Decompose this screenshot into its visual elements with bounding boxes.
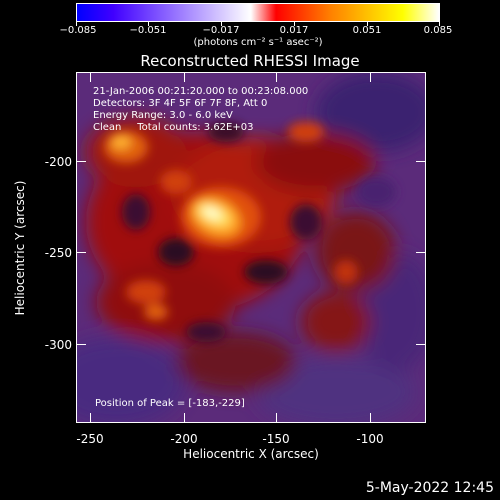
x-tick-label: -150 (262, 432, 290, 446)
info-detectors: Detectors: 3F 4F 5F 6F 7F 8F, Att 0 (93, 98, 268, 109)
x-tick-label: -250 (76, 432, 104, 446)
colorbar-tick (148, 22, 149, 26)
info-method-counts: Clean Total counts: 3.62E+03 (93, 122, 254, 133)
x-tick-label: -100 (356, 432, 384, 446)
y-tick-mark (416, 161, 426, 162)
colorbar-tick-label: 0.051 (352, 25, 382, 36)
y-tick-mark (416, 344, 426, 345)
x-tick-mark (184, 72, 185, 82)
y-tick-mark (76, 344, 86, 345)
colorbar (76, 3, 440, 22)
colorbar-tick (439, 22, 440, 26)
colorbar-tick (221, 22, 222, 26)
peak-position: Position of Peak = [-183,-229] (95, 398, 245, 409)
y-tick-label: -300 (44, 338, 72, 352)
y-tick-mark (416, 252, 426, 253)
x-tick-mark (90, 413, 91, 423)
y-tick-label: -250 (44, 246, 72, 260)
x-axis-label: Heliocentric X (arcsec) (183, 447, 319, 461)
colorbar-tick-label: −0.085 (59, 25, 97, 36)
colorbar-tick-label: −0.051 (129, 25, 167, 36)
y-tick-mark (76, 161, 86, 162)
info-time-range: 21-Jan-2006 00:21:20.000 to 00:23:08.000 (93, 86, 309, 97)
x-tick-mark (276, 413, 277, 423)
x-tick-label: -200 (170, 432, 198, 446)
x-tick-mark (370, 413, 371, 423)
info-energy-range: Energy Range: 3.0 - 6.0 keV (93, 110, 233, 121)
x-tick-mark (370, 72, 371, 82)
plot-title: Reconstructed RHESSI Image (140, 52, 360, 70)
x-tick-mark (184, 413, 185, 423)
colorbar-tick (76, 22, 77, 26)
colorbar-tick-label: 0.085 (423, 25, 453, 36)
timestamp: 5-May-2022 12:45 (365, 480, 494, 496)
y-tick-mark (76, 252, 86, 253)
colorbar-units: (photons cm⁻² s⁻¹ asec⁻²) (193, 37, 323, 48)
colorbar-tick (367, 22, 368, 26)
y-axis-label: Heliocentric Y (arcsec) (13, 180, 27, 316)
rhessi-image (76, 72, 426, 423)
colorbar-tick-label: 0.017 (279, 25, 309, 36)
y-tick-label: -200 (44, 155, 72, 169)
colorbar-tick-label: −0.017 (202, 25, 240, 36)
colorbar-tick (294, 22, 295, 26)
x-tick-mark (90, 72, 91, 82)
rhessi-image-canvas (76, 72, 426, 423)
x-tick-mark (276, 72, 277, 82)
